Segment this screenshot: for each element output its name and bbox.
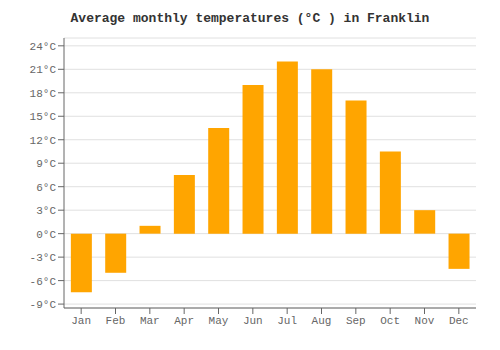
- svg-text:6°C: 6°C: [36, 182, 56, 194]
- svg-text:Aug: Aug: [312, 315, 332, 327]
- svg-text:18°C: 18°C: [30, 88, 57, 100]
- svg-text:-9°C: -9°C: [30, 299, 57, 311]
- svg-text:-3°C: -3°C: [30, 252, 57, 264]
- svg-text:24°C: 24°C: [30, 41, 57, 53]
- svg-text:Apr: Apr: [174, 315, 194, 327]
- svg-text:Jul: Jul: [277, 315, 297, 327]
- svg-text:Jan: Jan: [71, 315, 91, 327]
- svg-text:0°C: 0°C: [36, 229, 56, 241]
- svg-text:Feb: Feb: [106, 315, 126, 327]
- svg-text:Dec: Dec: [449, 315, 469, 327]
- svg-text:Mar: Mar: [140, 315, 160, 327]
- svg-text:Nov: Nov: [415, 315, 435, 327]
- svg-text:3°C: 3°C: [36, 205, 56, 217]
- svg-text:21°C: 21°C: [30, 64, 57, 76]
- svg-text:12°C: 12°C: [30, 135, 57, 147]
- svg-text:Jun: Jun: [243, 315, 263, 327]
- svg-text:-6°C: -6°C: [30, 276, 57, 288]
- svg-text:9°C: 9°C: [36, 158, 56, 170]
- svg-text:Oct: Oct: [380, 315, 400, 327]
- svg-text:Sep: Sep: [346, 315, 366, 327]
- svg-text:May: May: [209, 315, 229, 327]
- svg-text:15°C: 15°C: [30, 111, 57, 123]
- html-text:Average monthly temperatures (: Average monthly temperatures (°C ) in Fr…: [70, 11, 430, 26]
